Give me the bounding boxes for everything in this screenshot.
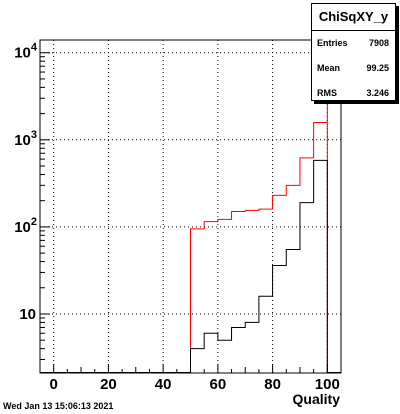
stats-value: 7908 [368, 38, 389, 48]
x-tick-label: 80 [264, 376, 281, 393]
y-tick-label: 102 [14, 216, 37, 236]
timestamp: Wed Jan 13 15:06:13 2021 [3, 401, 114, 411]
y-tick-label: 10 [19, 306, 36, 323]
stats-value: 99.25 [366, 63, 389, 73]
frame-border [39, 39, 342, 374]
y-tick-label: 103 [14, 129, 37, 149]
x-tick-label: 0 [50, 376, 58, 393]
x-tick-label: 40 [155, 376, 172, 393]
axes [39, 39, 342, 374]
stats-title: ChiSqXY_y [312, 4, 395, 31]
stats-row-rms: RMS 3.246 [317, 86, 389, 100]
x-tick-label: 100 [315, 376, 340, 393]
stats-row-entries: Entries 7908 [317, 36, 389, 50]
stats-box: ChiSqXY_y Entries 7908 Mean 99.25 RMS 3.… [311, 3, 396, 101]
stats-key: RMS [317, 88, 337, 98]
stats-key: Entries [317, 38, 348, 48]
stats-row-mean: Mean 99.25 [317, 61, 389, 75]
x-tick-label: 60 [210, 376, 227, 393]
stats-key: Mean [317, 63, 341, 73]
series-line [40, 159, 341, 373]
x-axis-label: Quality [292, 391, 340, 407]
x-tick-label: 20 [100, 376, 117, 393]
y-tick-label: 104 [14, 42, 38, 62]
tick-labels: 0 20 40 60 80 100 10 102 103 104 [14, 42, 340, 393]
stats-value: 3.246 [366, 88, 389, 98]
